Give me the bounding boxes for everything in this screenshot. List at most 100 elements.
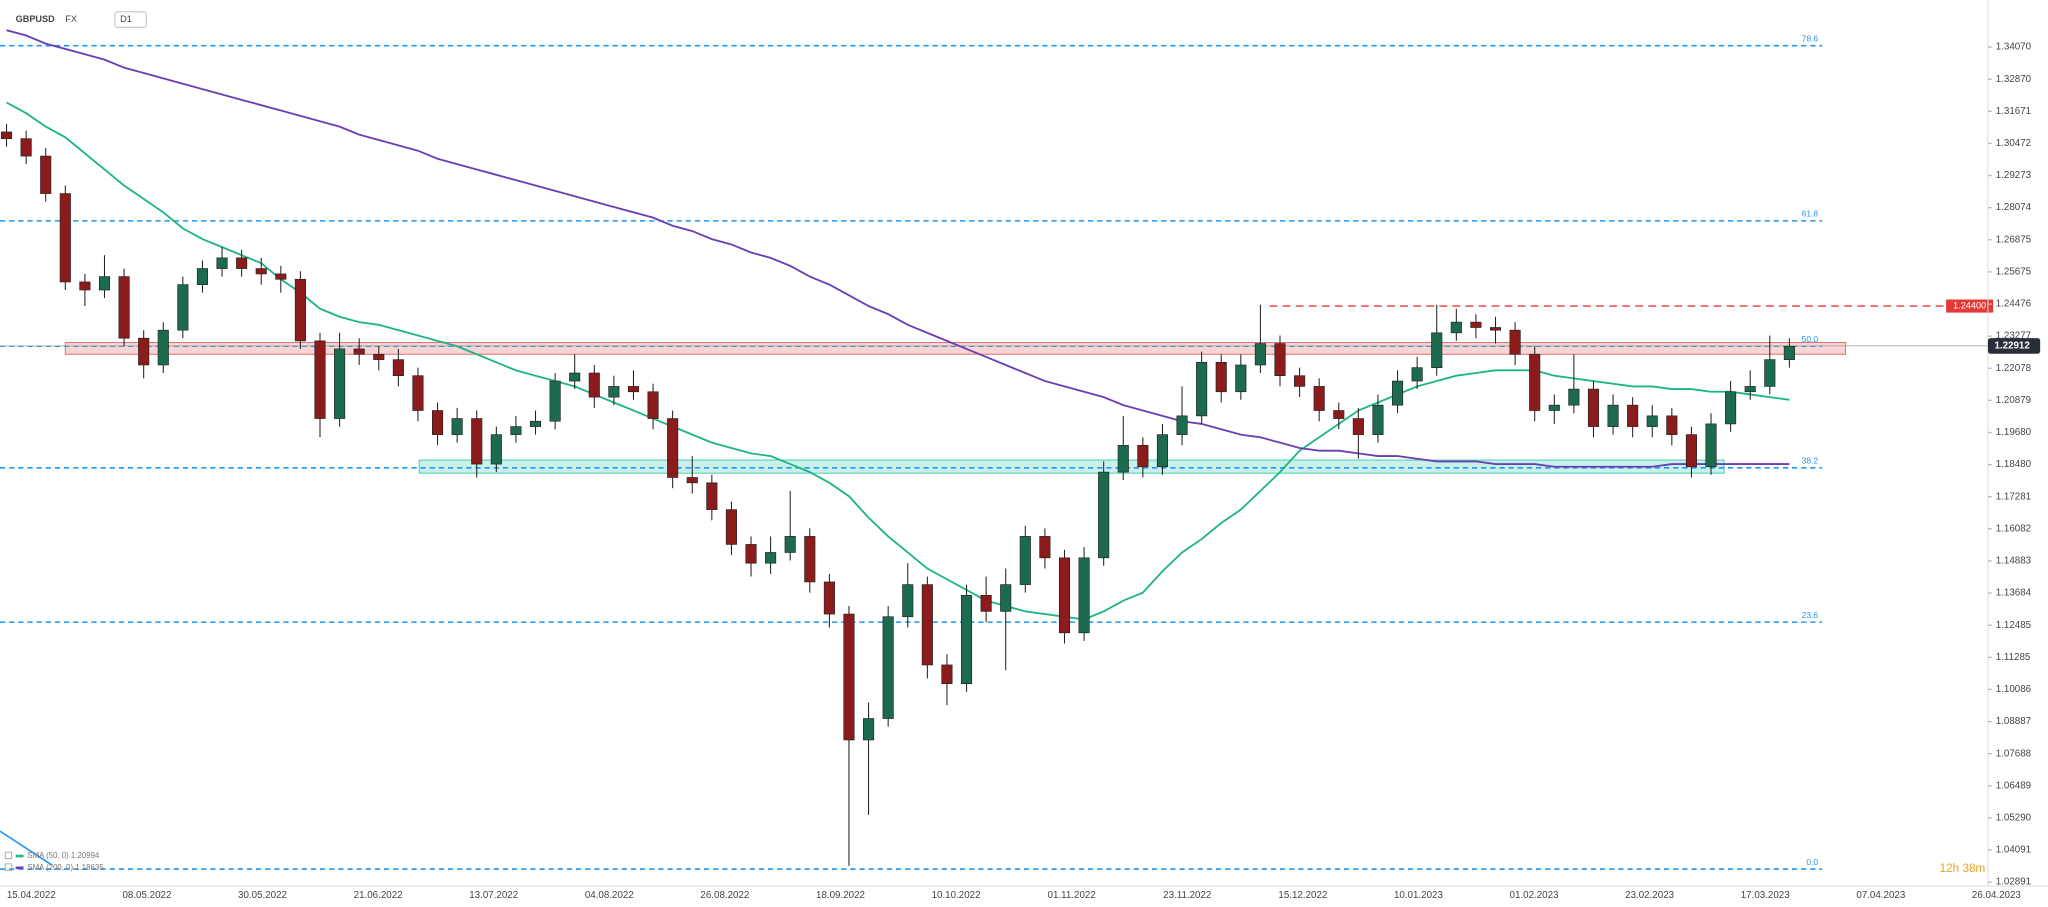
candle-body <box>1725 391 1737 425</box>
fib-label: 23.6 <box>1802 610 1819 620</box>
candle-body <box>1274 343 1286 377</box>
last-price-tag <box>1987 338 2041 354</box>
symbol[interactable]: GBPUSD <box>16 14 55 24</box>
candle-body <box>1685 434 1697 468</box>
candle-body <box>1156 434 1168 468</box>
x-tick-label: 15.12.2022 <box>1278 890 1327 901</box>
candle-body <box>196 268 208 285</box>
candle-body <box>941 664 953 685</box>
timeframe[interactable]: D1 <box>120 14 132 24</box>
y-tick-label: 1.02891 <box>1996 877 2031 888</box>
candle-body <box>432 410 444 435</box>
y-tick-label: 1.14883 <box>1996 556 2032 567</box>
y-tick-label: 1.23277 <box>1996 331 2031 342</box>
fib-label: 38.2 <box>1802 456 1819 466</box>
candle-body <box>765 552 777 564</box>
candle-body <box>1705 423 1717 468</box>
candle-body <box>588 372 600 398</box>
candle-body <box>804 536 816 583</box>
candle-body <box>1235 364 1247 393</box>
x-tick-label: 07.04.2023 <box>1856 890 1905 901</box>
candle-body <box>1587 388 1600 427</box>
candle-body <box>236 257 248 269</box>
candle-body <box>1176 415 1188 435</box>
candle-body <box>627 386 640 393</box>
fib-label: 61.8 <box>1802 209 1819 219</box>
candle-body <box>1352 418 1364 435</box>
fib-label: 50.0 <box>1802 334 1819 344</box>
candle-body <box>334 348 346 419</box>
x-tick-label: 04.08.2022 <box>585 890 634 901</box>
timeframe-box[interactable] <box>114 11 147 29</box>
candle-body <box>529 420 542 427</box>
candle-body <box>1039 536 1051 559</box>
candle-body <box>275 273 287 280</box>
candle-body <box>59 193 71 283</box>
candle-body <box>745 544 757 564</box>
legend-name: SMA (200, 0) <box>27 863 73 872</box>
candle-body <box>79 281 91 291</box>
sma-line <box>6 29 1790 468</box>
candle-body <box>1470 321 1482 328</box>
candle-body <box>373 353 385 360</box>
candle-timer: 12h 38m <box>1940 862 1986 875</box>
legend-icon <box>4 851 13 860</box>
candle-body <box>1529 353 1541 411</box>
y-tick-label: 1.08887 <box>1996 716 2031 727</box>
candle-body <box>1254 343 1266 366</box>
legend-name: SMA (50, 0) <box>27 851 69 860</box>
legend-icon <box>4 863 13 871</box>
resistance-label: 1.24400 <box>1953 300 1986 310</box>
legend-swatch <box>15 866 24 870</box>
candle-body <box>392 359 404 377</box>
y-tick-label: 1.19680 <box>1996 427 2032 438</box>
candle-body <box>608 386 620 398</box>
y-tick-label: 1.22078 <box>1996 363 2032 374</box>
candle-body <box>1783 345 1795 360</box>
candle-body <box>20 138 32 157</box>
candle-body <box>1627 404 1639 427</box>
x-tick-label: 23.02.2023 <box>1625 890 1674 901</box>
last-price-label: 1.22912 <box>1994 341 2030 352</box>
market: FX <box>65 14 77 24</box>
x-tick-label: 23.11.2022 <box>1163 890 1211 901</box>
candle-body <box>1019 536 1031 585</box>
candle-body <box>921 584 933 666</box>
y-tick-label: 1.30472 <box>1996 138 2031 149</box>
candle-body <box>686 477 698 484</box>
fib-label: 0.0 <box>1806 857 1818 867</box>
candle-body <box>1568 388 1580 406</box>
x-tick-label: 26.04.2023 <box>1972 890 2021 901</box>
candle-body <box>1666 415 1678 435</box>
y-tick-label: 1.25675 <box>1996 267 2032 278</box>
candle-body <box>1000 584 1012 612</box>
candle-body <box>784 536 796 553</box>
x-tick-label: 30.05.2022 <box>238 890 287 901</box>
candle-body <box>40 155 52 194</box>
y-tick-label: 1.05290 <box>1996 812 2032 823</box>
candle-body <box>706 482 718 510</box>
candle-body <box>647 391 659 419</box>
candle-body <box>1391 380 1404 406</box>
candle-body <box>1548 404 1560 411</box>
y-tick-label: 1.28074 <box>1996 202 2032 213</box>
zone <box>64 341 1847 355</box>
candle-body <box>294 278 306 342</box>
candle-body <box>980 594 992 612</box>
x-tick-label: 01.11.2022 <box>1048 890 1096 901</box>
x-tick-label: 17.03.2023 <box>1741 890 1790 901</box>
candle-body <box>1646 415 1658 427</box>
candle-body <box>549 380 561 422</box>
candle-body <box>902 584 914 618</box>
candle-body <box>843 613 855 741</box>
candle-body <box>1117 445 1129 473</box>
y-tick-label: 1.32870 <box>1996 74 2032 85</box>
legend-value: 1.20994 <box>71 851 100 860</box>
candle-body <box>1607 404 1619 427</box>
y-tick-label: 1.26875 <box>1996 234 2032 245</box>
candle-body <box>1372 404 1384 435</box>
candle-body <box>1509 329 1521 355</box>
candle-body <box>353 348 365 355</box>
x-tick-label: 21.06.2022 <box>354 890 403 901</box>
